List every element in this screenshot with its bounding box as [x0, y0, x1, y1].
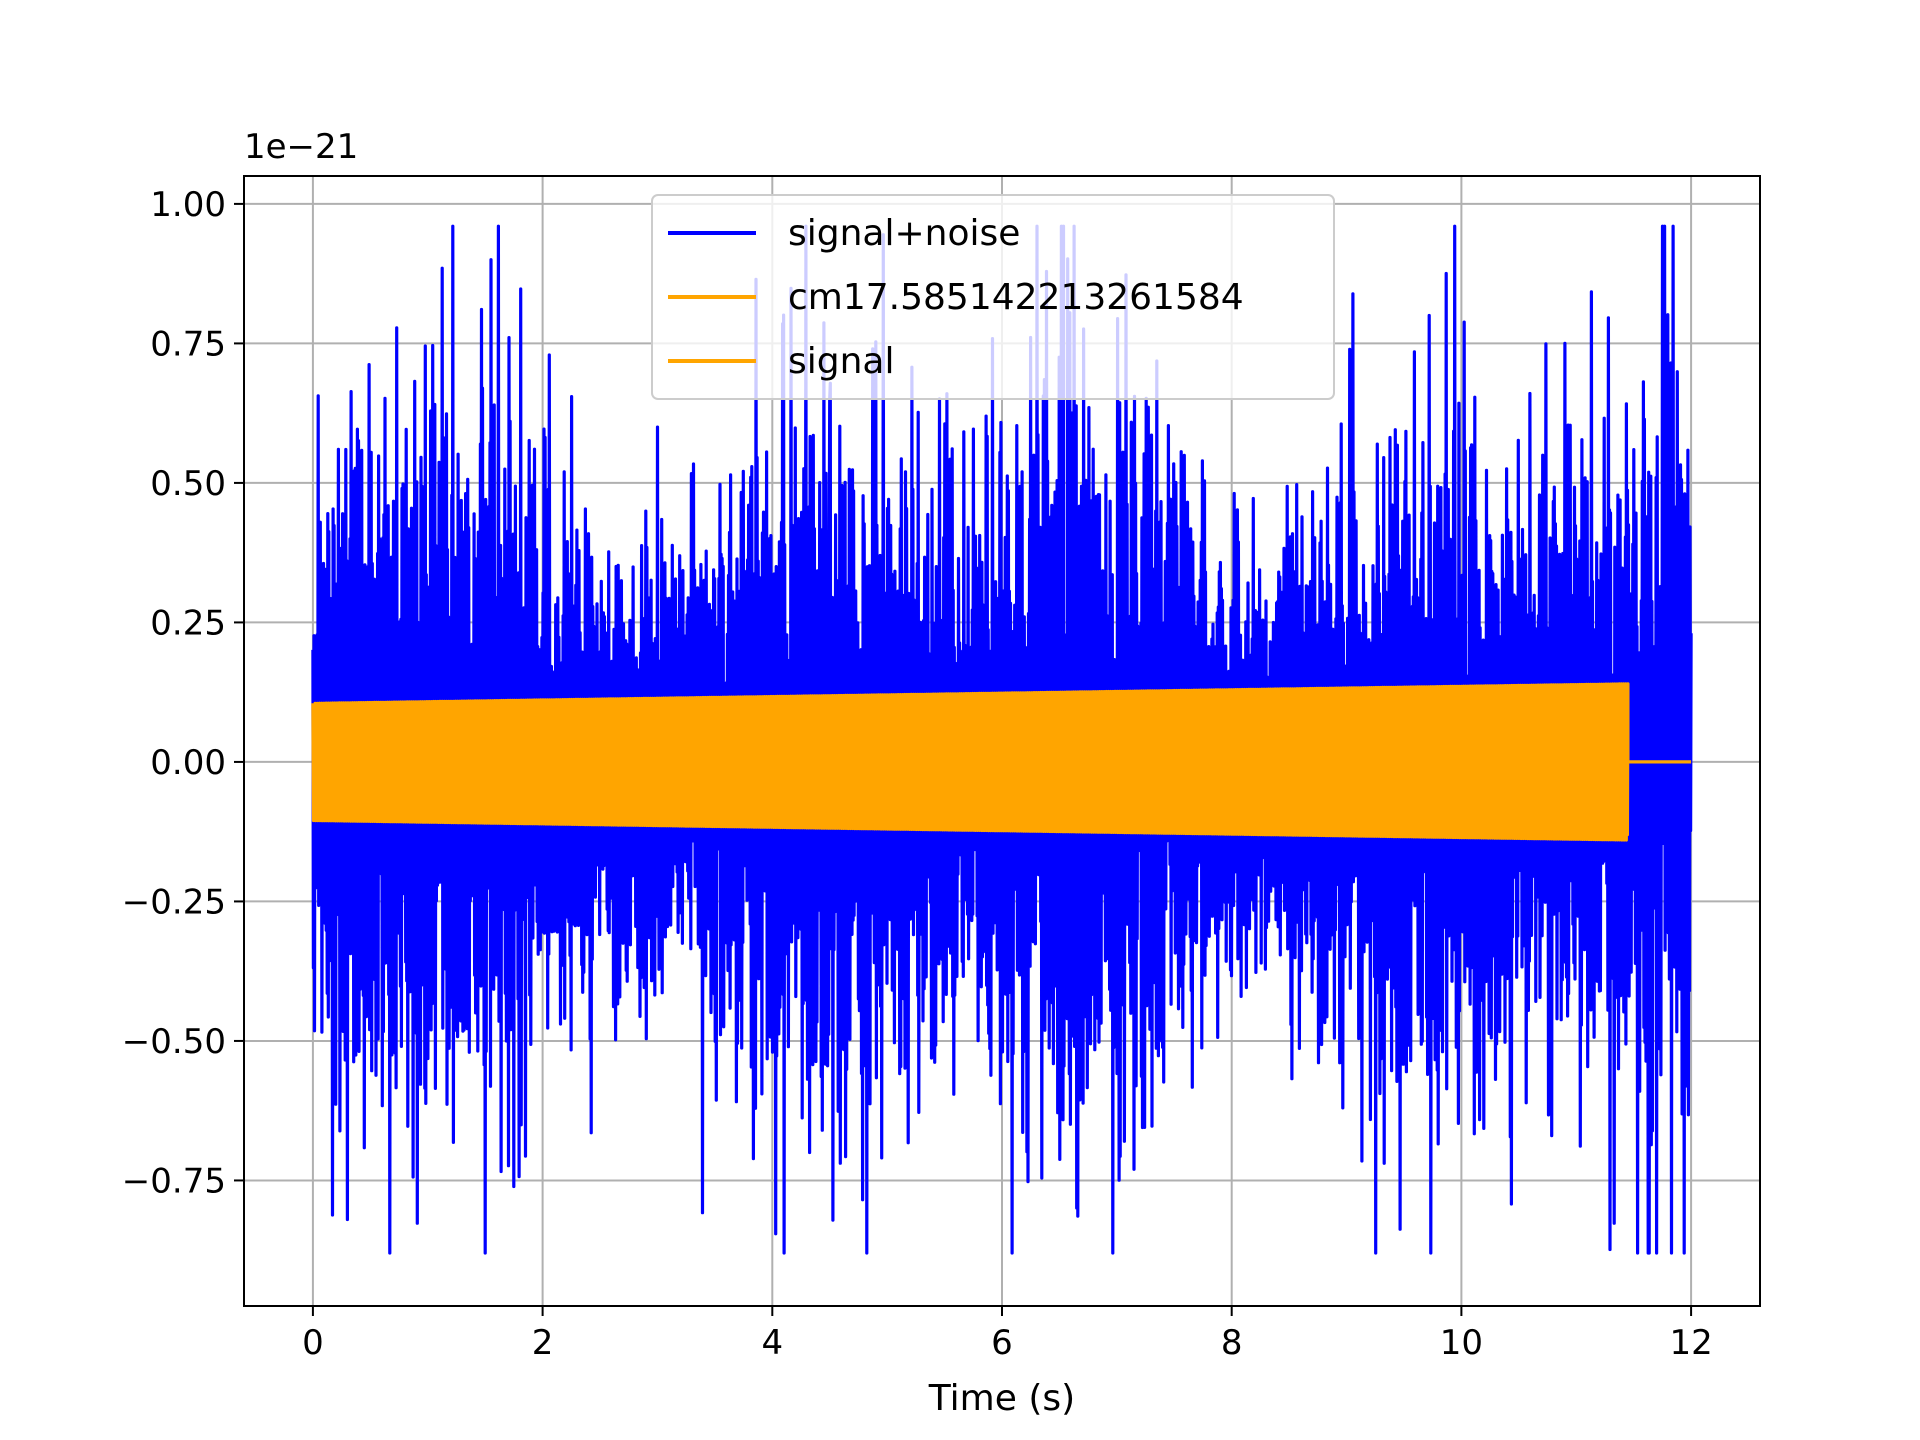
y-tick-label: 0.50 [150, 464, 226, 504]
x-tick-label: 6 [991, 1323, 1013, 1363]
y-offset-text: 1e−21 [244, 127, 358, 167]
legend-entry: signal [788, 341, 895, 382]
legend-entry: cm17.585142213261584 [788, 277, 1244, 318]
y-tick-label: 0.75 [150, 324, 226, 364]
x-tick-label: 10 [1440, 1323, 1483, 1363]
y-tick-label: 0.25 [150, 603, 226, 643]
x-tick-label: 0 [302, 1323, 324, 1363]
x-axis: 0 2 4 6 8 10 12 [302, 1306, 1713, 1363]
y-tick-label: −0.50 [122, 1022, 226, 1062]
x-axis-label: Time (s) [928, 1378, 1075, 1419]
y-tick-label: 0.00 [150, 743, 226, 783]
x-tick-label: 12 [1669, 1323, 1712, 1363]
legend-entry: signal+noise [788, 213, 1020, 254]
y-tick-label: −0.75 [122, 1161, 226, 1201]
x-tick-label: 4 [761, 1323, 783, 1363]
y-tick-label: −0.25 [122, 882, 226, 922]
x-tick-label: 2 [532, 1323, 554, 1363]
x-tick-label: 8 [1221, 1323, 1243, 1363]
legend: signal+noise cm17.585142213261584 signal [651, 194, 1335, 400]
legend-box [651, 194, 1335, 400]
series-line-signal [311, 682, 1692, 842]
y-axis: −0.75 −0.50 −0.25 0.00 0.25 0.50 0.75 1.00 [122, 185, 244, 1201]
y-tick-label: 1.00 [150, 185, 226, 225]
